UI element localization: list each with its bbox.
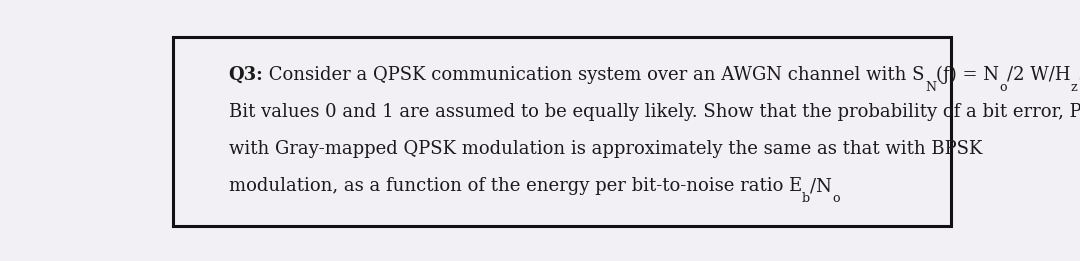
Text: Bit values 0 and 1 are assumed to be equally likely. Show that the probability o: Bit values 0 and 1 are assumed to be equ… xyxy=(229,103,1080,121)
Text: (ƒ) = N: (ƒ) = N xyxy=(936,65,999,84)
Text: .: . xyxy=(1077,66,1080,84)
Text: N: N xyxy=(924,81,936,94)
Text: z: z xyxy=(1070,81,1077,94)
Text: with Gray-mapped QPSK modulation is approximately the same as that with BPSK: with Gray-mapped QPSK modulation is appr… xyxy=(229,140,982,158)
Text: /N: /N xyxy=(810,177,832,195)
Text: b: b xyxy=(802,192,810,205)
Text: Q3:: Q3: xyxy=(229,66,264,84)
Text: o: o xyxy=(832,192,839,205)
Text: /2 W/H: /2 W/H xyxy=(1007,66,1070,84)
Text: modulation, as a function of the energy per bit-to-noise ratio E: modulation, as a function of the energy … xyxy=(229,177,802,195)
Text: o: o xyxy=(999,81,1007,94)
Text: Consider a QPSK communication system over an AWGN channel with S: Consider a QPSK communication system ove… xyxy=(264,66,924,84)
